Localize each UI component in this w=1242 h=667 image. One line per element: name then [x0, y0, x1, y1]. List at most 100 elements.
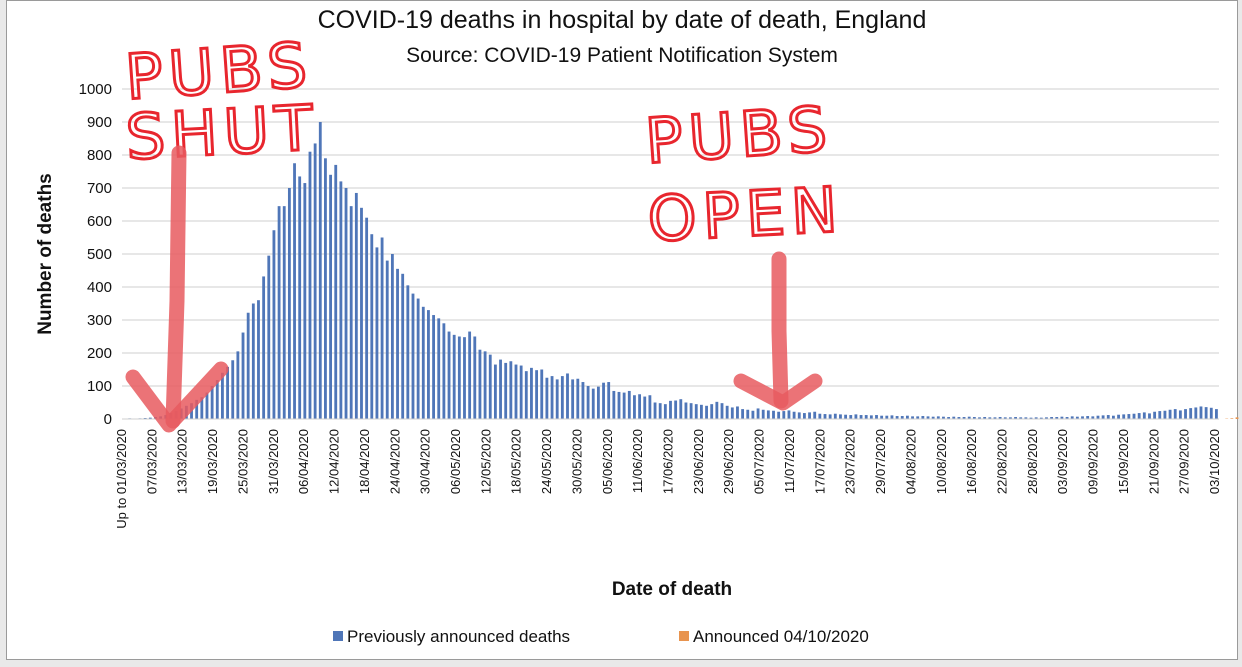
bar-s0-64 — [452, 334, 456, 419]
bar-s0-113 — [705, 405, 708, 419]
bar-s0-111 — [694, 404, 698, 419]
arrow-pubs-open-head — [733, 373, 823, 411]
bar-s0-53 — [396, 268, 399, 419]
bar-s0-173 — [1014, 417, 1017, 419]
bar-s0-108 — [679, 399, 683, 419]
bar-s0-112 — [699, 404, 703, 419]
bar-s0-212 — [1215, 409, 1218, 419]
bar-s0-56 — [411, 293, 415, 419]
bar-s0-195 — [1127, 414, 1131, 419]
bar-s0-154 — [916, 416, 920, 419]
bar-s0-174 — [1019, 417, 1023, 419]
bar-s0-175 — [1024, 417, 1028, 419]
bar-s0-19 — [221, 372, 224, 419]
bar-s0-70 — [483, 351, 487, 419]
bar-s0-121 — [746, 409, 750, 419]
x-tick-label: 06/04/2020 — [296, 429, 311, 494]
bar-s0-163 — [962, 417, 966, 419]
y-tick-label: 700 — [87, 180, 112, 197]
bar-s0-35 — [303, 183, 307, 419]
bar-s0-134 — [813, 411, 817, 419]
bar-s0-120 — [741, 409, 745, 419]
bar-s0-194 — [1122, 414, 1126, 419]
x-tick-label: 28/08/2020 — [1025, 429, 1040, 494]
bar-s0-59 — [427, 310, 430, 419]
bar-s0-153 — [911, 416, 914, 419]
bar-s0-199 — [1148, 413, 1151, 419]
bar-s0-87 — [571, 379, 575, 419]
x-tick-label: 13/03/2020 — [175, 429, 190, 494]
x-tick-label: 18/05/2020 — [509, 429, 524, 494]
bar-s0-171 — [1003, 417, 1007, 419]
x-tick-label: 24/05/2020 — [539, 429, 554, 494]
bar-s0-105 — [663, 404, 667, 419]
bar-s0-97 — [622, 392, 626, 419]
bar-s0-40 — [329, 174, 332, 419]
bar-s0-81 — [540, 369, 544, 419]
bar-s0-193 — [1117, 414, 1120, 419]
bar-s0-104 — [658, 403, 662, 419]
bar-s0-117 — [725, 405, 729, 419]
bar-s0-160 — [947, 417, 951, 419]
bar-s0-103 — [653, 402, 657, 419]
bar-s0-84 — [555, 379, 559, 419]
bar-s0-41 — [334, 164, 338, 419]
bar-s0-16 — [205, 392, 209, 419]
bar-s0-183 — [1065, 417, 1069, 419]
bar-s0-15 — [200, 397, 204, 419]
x-tick-label: 11/06/2020 — [630, 429, 645, 493]
x-tick-label: 30/05/2020 — [569, 429, 584, 494]
bar-s0-79 — [530, 367, 533, 419]
bar-s0-180 — [1050, 417, 1054, 419]
bar-s0-181 — [1055, 417, 1059, 419]
x-tick-label: 22/08/2020 — [995, 429, 1010, 494]
bar-s0-73 — [499, 359, 502, 419]
bar-s0-208 — [1194, 407, 1198, 419]
bar-s0-49 — [375, 247, 379, 419]
arrow-pubs-shut-shaft — [165, 145, 187, 429]
bar-s0-184 — [1070, 416, 1074, 419]
bar-s1-215 — [1230, 418, 1234, 419]
x-tick-label: 07/03/2020 — [144, 429, 159, 494]
y-tick-label: 400 — [87, 279, 112, 296]
bar-s0-122 — [751, 410, 755, 419]
bar-s0-74 — [504, 362, 508, 419]
bar-s0-77 — [519, 365, 523, 419]
bar-s0-101 — [643, 396, 647, 419]
y-tick-label: 1000 — [79, 81, 112, 98]
bar-s0-66 — [463, 337, 466, 419]
bar-s0-150 — [895, 416, 899, 419]
bar-s0-201 — [1158, 411, 1162, 419]
bar-s0-129 — [787, 410, 791, 419]
bar-s0-107 — [674, 400, 678, 419]
bar-s0-71 — [488, 354, 492, 419]
bar-s0-167 — [983, 417, 987, 419]
bar-s0-38 — [318, 122, 322, 419]
bar-s0-91 — [591, 388, 595, 419]
bar-s0-42 — [339, 181, 343, 419]
bar-s0-17 — [210, 386, 214, 419]
bar-s0-48 — [370, 234, 374, 419]
bar-s0-24 — [246, 312, 250, 419]
bar-s0-36 — [308, 151, 312, 419]
x-tick-label: 29/06/2020 — [721, 429, 736, 494]
bar-s0-136 — [823, 414, 827, 419]
bar-s0-192 — [1112, 415, 1115, 419]
bar-s0-155 — [921, 416, 925, 419]
x-tick-label: Up to 01/03/2020 — [114, 429, 129, 529]
annotation-pubs-shut-line2: SHUT — [124, 91, 321, 174]
bar-s0-127 — [777, 411, 781, 419]
chart-subtitle: Source: COVID-19 Patient Notification Sy… — [406, 44, 838, 67]
bar-s0-99 — [633, 395, 636, 419]
bar-s0-126 — [772, 410, 775, 419]
bar-s0-149 — [890, 415, 894, 419]
bar-s0-83 — [550, 376, 554, 419]
y-tick-label: 300 — [87, 312, 112, 329]
bar-s0-188 — [1091, 416, 1095, 419]
bar-s0-45 — [354, 192, 358, 419]
bar-s0-109 — [684, 402, 688, 419]
arrow-pubs-shut-head — [125, 361, 229, 433]
bar-s0-5 — [148, 417, 152, 419]
bar-s0-86 — [566, 373, 569, 419]
bar-s0-170 — [998, 417, 1002, 419]
